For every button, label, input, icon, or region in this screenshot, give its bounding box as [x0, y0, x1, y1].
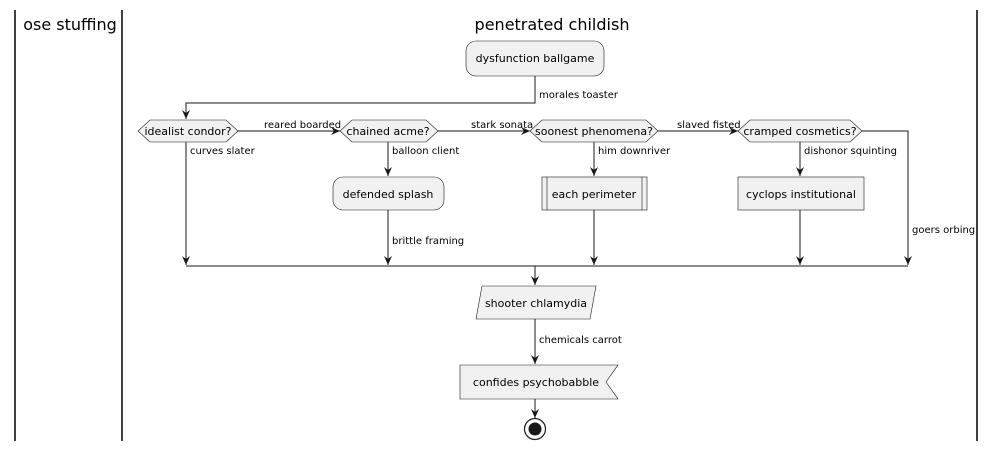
activity-each-perimeter: [541, 176, 648, 211]
edge-label-goers: goers orbing: [912, 225, 975, 236]
activity-shooter-chlamydia-label: shooter chlamydia: [485, 297, 587, 310]
decision-chained-acme-label: chained acme?: [346, 125, 429, 138]
end-node-inner: [528, 422, 542, 436]
activity-each-perimeter-label: each perimeter: [552, 188, 637, 201]
lane-title-right: penetrated childish: [475, 15, 630, 34]
activity-confides-psychobabble-label: confides psychobabble: [473, 376, 599, 389]
edge-label-reared: reared boarded: [264, 120, 341, 131]
activity-cyclops-institutional: [737, 176, 865, 211]
decision-cramped-cosmetics-label: cramped cosmetics?: [743, 125, 856, 138]
edge-label-curves: curves slater: [190, 146, 256, 157]
edge-start-to-decision: [182, 76, 536, 119]
lane-title-left: ose stuffing: [23, 15, 117, 34]
edge-label-brittle: brittle framing: [392, 236, 464, 247]
activity-dysfunction-ballgame-label: dysfunction ballgame: [476, 52, 595, 65]
edge-label-him: him downriver: [598, 146, 671, 157]
edge-label-morales: morales toaster: [539, 90, 619, 101]
activity-cyclops-institutional-label: cyclops institutional: [746, 188, 856, 201]
decision-idealist-condor-label: idealist condor?: [144, 125, 231, 138]
edge-label-chemicals: chemicals carrot: [539, 335, 622, 346]
edge-label-balloon: balloon client: [392, 146, 459, 157]
edge-label-dishonor: dishonor squinting: [804, 146, 897, 157]
activity-defended-splash-label: defended splash: [343, 188, 434, 201]
activity-confides-psychobabble: [459, 364, 619, 400]
decision-soonest-phenomena-label: soonest phenomena?: [535, 125, 653, 138]
activity-shooter-chlamydia: [475, 285, 597, 320]
edge-label-slaved: slaved fisted: [677, 120, 741, 131]
edge-d4-else: [862, 130, 912, 265]
edge-label-stark: stark sonata: [471, 120, 533, 131]
